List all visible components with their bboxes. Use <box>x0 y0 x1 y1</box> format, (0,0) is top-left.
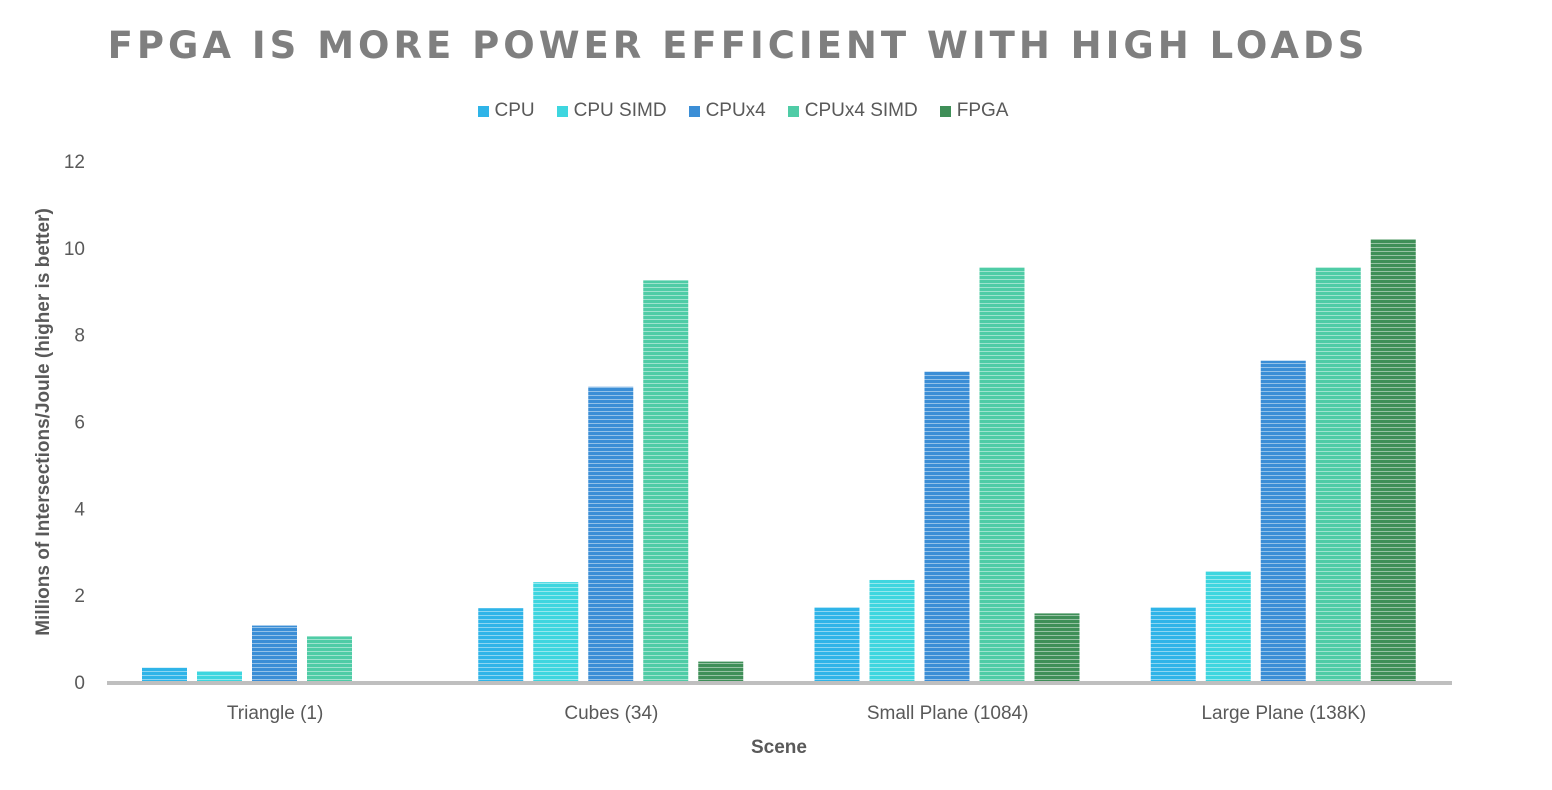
y-tick-label: 0 <box>74 673 85 694</box>
x-tick-label: Large Plane (138K) <box>1201 703 1366 724</box>
y-tick-label: 10 <box>64 239 85 260</box>
x-axis-ticks: Triangle (1) Cubes (34) Small Plane (1084)… <box>227 703 1366 724</box>
bar <box>979 267 1025 682</box>
x-tick-label: Triangle (1) <box>227 703 323 724</box>
legend-swatch <box>688 105 700 117</box>
bar <box>643 280 689 682</box>
legend-swatch <box>477 105 489 117</box>
legend-swatch <box>556 105 568 117</box>
legend-swatch <box>939 105 951 117</box>
bar <box>533 582 579 682</box>
x-axis-title: Scene <box>751 737 807 758</box>
x-tick-label: Small Plane (1084) <box>867 703 1029 724</box>
y-axis-title: Millions of Intersections/Joule (higher … <box>33 208 54 636</box>
y-tick-label: 6 <box>74 413 85 434</box>
bar <box>1315 267 1361 682</box>
bar <box>142 667 187 682</box>
bar <box>869 579 915 682</box>
legend-label: CPU SIMD <box>573 100 667 121</box>
x-tick-label: Cubes (34) <box>564 703 658 724</box>
bar <box>1370 239 1416 682</box>
y-tick-label: 4 <box>74 499 85 520</box>
bar <box>1034 613 1080 682</box>
y-tick-label: 2 <box>74 586 85 607</box>
legend-item: CPU <box>477 100 535 122</box>
chart-title: FPGA IS MORE POWER EFFICIENT WITH HIGH L… <box>107 24 1369 67</box>
bar <box>307 636 352 682</box>
bar <box>252 625 297 682</box>
bar <box>698 661 744 682</box>
legend-item: CPUx4 SIMD <box>787 100 918 122</box>
bar <box>924 371 970 682</box>
bar <box>588 386 634 682</box>
bar <box>197 671 242 682</box>
legend-label: CPUx4 SIMD <box>804 100 918 121</box>
y-tick-label: 8 <box>74 326 85 347</box>
legend-item: FPGA <box>939 100 1009 122</box>
bar <box>1205 571 1251 682</box>
legend-swatch <box>787 105 799 117</box>
bar <box>814 607 860 682</box>
bar <box>1260 360 1306 682</box>
bar <box>478 608 524 682</box>
y-tick-label: 12 <box>64 152 85 173</box>
bars <box>142 239 1416 682</box>
y-axis-ticks: 0 2 4 6 8 10 12 <box>64 152 86 694</box>
legend-label: FPGA <box>956 100 1009 121</box>
legend: CPU CPU SIMD CPUx4 CPUx4 SIMD FPGA <box>0 100 1486 122</box>
legend-label: CPUx4 <box>705 100 766 121</box>
legend-label: CPU <box>494 100 535 121</box>
bar <box>1150 607 1196 682</box>
legend-item: CPU SIMD <box>556 100 667 122</box>
legend-item: CPUx4 <box>688 100 766 122</box>
